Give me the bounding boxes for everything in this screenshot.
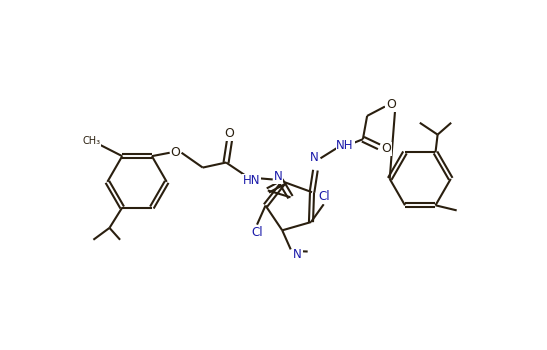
Text: Cl: Cl [251,226,263,239]
Text: O: O [382,142,392,155]
Text: O: O [386,98,396,111]
Text: O: O [171,146,181,159]
Text: NH: NH [336,139,354,152]
Text: N: N [293,248,302,261]
Text: N: N [274,170,282,183]
Text: HN: HN [243,174,260,187]
Text: Cl: Cl [319,190,330,203]
Text: CH₃: CH₃ [82,136,100,146]
Text: N: N [310,151,319,164]
Text: O: O [224,127,235,140]
